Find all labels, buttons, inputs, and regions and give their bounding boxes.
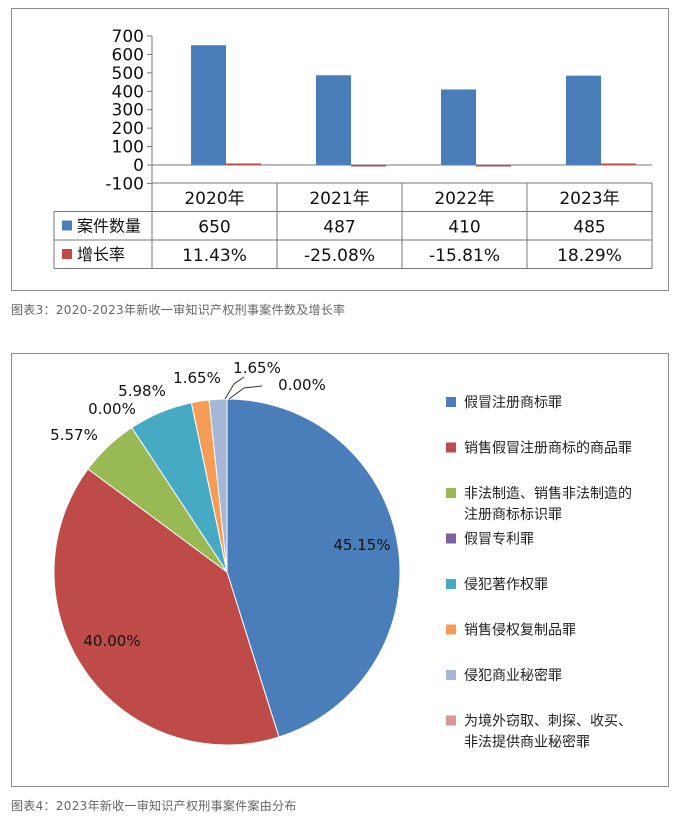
table-value: 650	[198, 218, 230, 238]
legend-label: 非法提供商业秘密罪	[464, 734, 590, 751]
slice-label: 1.65%	[233, 359, 281, 377]
slice-label: 0.00%	[88, 400, 136, 418]
slice-label: 45.15%	[333, 536, 390, 554]
y-tick-label: 0	[133, 156, 144, 176]
pie-chart-caption: 图表4：2023年新收一审知识产权刑事案件案由分布	[11, 799, 297, 813]
table-value: 485	[573, 218, 605, 238]
x-category-label: 2023年	[559, 189, 619, 209]
table-value: 11.43%	[182, 246, 247, 266]
legend-swatch	[446, 624, 456, 635]
x-category-label: 2022年	[434, 189, 494, 209]
y-tick-label: 300	[112, 101, 144, 121]
pie-slice	[208, 398, 228, 573]
bar-case-count	[316, 75, 351, 165]
y-tick-label: -100	[105, 174, 144, 194]
bar-growth-rate	[601, 163, 636, 165]
leader-line	[224, 376, 245, 400]
bar-growth-rate	[476, 165, 511, 167]
leader-line	[228, 385, 263, 400]
pie-slice	[53, 468, 280, 746]
legend-swatch	[446, 533, 456, 544]
legend-label: 增长率	[77, 245, 125, 264]
bar-growth-rate	[226, 163, 261, 165]
legend-swatch	[446, 579, 456, 589]
y-tick-label: 700	[112, 27, 144, 47]
slice-label: 5.98%	[118, 382, 166, 400]
slice-label: 0.00%	[278, 376, 326, 394]
bar-chart-caption: 图表3：2020-2023年新收一审知识产权刑事案件数及增长率	[11, 303, 346, 317]
bar-chart-panel: 700 600 500 400 300 200 100 0 -100 2020年 2021年 2022…	[11, 8, 669, 291]
bar-case-count	[191, 45, 226, 165]
legend-label: 非法制造、销售非法制造的	[464, 486, 632, 502]
pie-slice	[226, 398, 401, 738]
slice-label: 5.57%	[50, 426, 98, 444]
legend-swatch	[62, 249, 72, 259]
y-tick-label: 600	[112, 45, 144, 65]
legend-label: 假冒注册商标罪	[464, 395, 562, 411]
y-tick-label: 200	[112, 119, 144, 139]
legend-swatch	[446, 488, 456, 498]
bar-case-count	[441, 89, 476, 165]
table-value: 410	[448, 218, 480, 238]
legend-swatch	[62, 220, 72, 231]
slice-label: 1.65%	[173, 369, 221, 387]
legend-swatch	[446, 397, 456, 407]
y-tick-label: 400	[112, 82, 144, 102]
y-tick-label: 100	[112, 138, 144, 158]
bar-growth-rate	[351, 165, 386, 167]
slice-label: 40.00%	[83, 632, 140, 650]
legend-swatch	[446, 442, 456, 453]
legend-label: 销售侵权复制品罪	[464, 622, 576, 639]
legend-label: 侵犯著作权罪	[464, 576, 548, 593]
legend-label: 为境外窃取、刺探、收买、	[464, 714, 632, 730]
x-category-label: 2021年	[309, 189, 369, 209]
table-value: 487	[323, 218, 355, 238]
bar-case-count	[566, 75, 601, 165]
legend-label: 假冒专利罪	[464, 532, 534, 548]
y-tick-label: 500	[112, 64, 144, 84]
legend-swatch	[446, 670, 456, 680]
table-value: -25.08%	[304, 246, 375, 266]
x-category-label: 2020年	[184, 189, 244, 209]
legend-label: 注册商标标识罪	[464, 507, 562, 523]
table-value: -15.81%	[429, 246, 500, 266]
pie-chart: 45.15%40.00%5.57%0.00%5.98%1.65%1.65%0.0…	[50, 359, 632, 751]
legend-label: 案件数量	[77, 217, 141, 236]
table-value: 18.29%	[557, 246, 622, 266]
legend-label: 侵犯商业秘密罪	[464, 667, 562, 684]
pie-chart-panel: 45.15% 40.00% 5.57% 0.00% 5.98% 1.65% 1.65% 0.0…	[11, 353, 669, 787]
legend-label: 销售假冒注册商标的商品罪	[464, 441, 632, 457]
legend-swatch	[446, 715, 456, 726]
